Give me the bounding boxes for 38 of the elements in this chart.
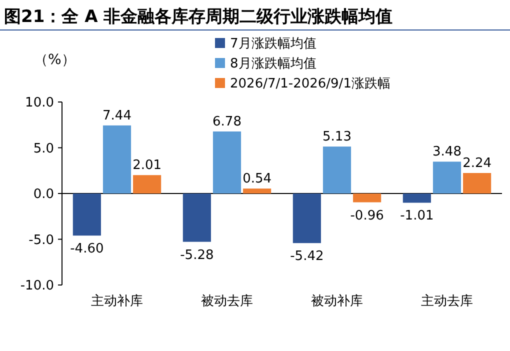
data-label: 2.24 <box>462 156 492 172</box>
bar <box>72 194 101 236</box>
bar <box>402 194 431 203</box>
y-axis-title: （%） <box>34 52 76 68</box>
data-label: 5.13 <box>322 130 352 145</box>
y-tick-label: 0.0 <box>33 187 54 202</box>
bar <box>212 131 242 194</box>
bar <box>353 194 382 202</box>
legend-label: 7月涨跌幅均值 <box>230 36 316 52</box>
data-label: 7.44 <box>102 108 132 124</box>
data-label: 6.78 <box>212 114 242 130</box>
x-tick-label: 被动补库 <box>311 294 363 309</box>
data-label: -1.01 <box>400 208 434 224</box>
data-label: 3.48 <box>432 144 462 160</box>
y-tick-label: 5.0 <box>33 141 54 156</box>
chart-title: 图21：全 A 非金融各库存周期二级行业涨跌幅均值 <box>4 7 393 27</box>
bar <box>463 173 492 194</box>
legend-label: 8月涨跌幅均值 <box>230 56 316 72</box>
data-label: -4.60 <box>70 242 104 257</box>
bar <box>322 146 352 194</box>
legend-label: 2026/7/1-2026/9/1涨跌幅 <box>230 76 390 92</box>
bar <box>432 162 462 194</box>
data-label: 0.54 <box>242 172 272 187</box>
bar <box>292 194 321 244</box>
y-tick-label: -10.0 <box>20 278 54 294</box>
x-tick-label: 被动去库 <box>201 294 253 309</box>
x-tick-label: 主动补库 <box>91 293 143 309</box>
data-label: 2.01 <box>132 158 162 174</box>
x-tick-label: 主动去库 <box>421 293 473 309</box>
bar <box>243 188 272 194</box>
data-label: -0.96 <box>350 208 384 224</box>
y-tick-label: -5.0 <box>28 232 54 248</box>
bar <box>182 194 211 242</box>
data-label: -5.28 <box>180 248 214 263</box>
bar <box>133 175 162 194</box>
y-tick-label: 10.0 <box>25 96 54 111</box>
data-label: -5.42 <box>290 249 324 264</box>
bar <box>102 125 132 194</box>
